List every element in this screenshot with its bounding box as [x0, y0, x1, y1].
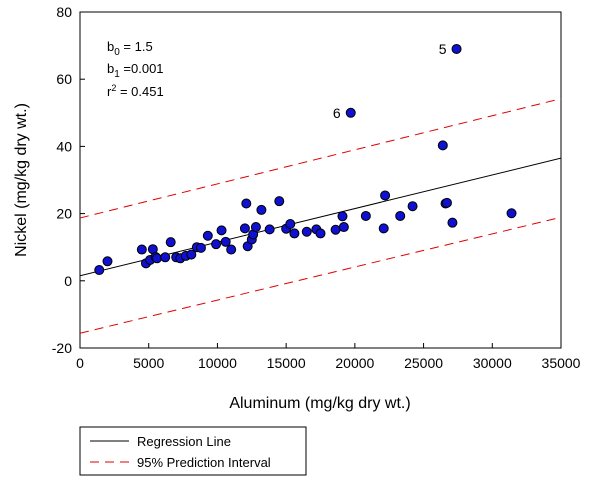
- data-point: [256, 204, 267, 215]
- y-tick-label: 40: [56, 138, 72, 154]
- data-point: [345, 107, 356, 118]
- data-point: [395, 210, 406, 221]
- data-point: [239, 223, 250, 234]
- data-point: [274, 196, 285, 207]
- stat-r2: r2 = 0.451: [107, 83, 164, 99]
- data-point: [338, 222, 349, 233]
- x-tick-label: 5000: [133, 355, 164, 371]
- regression-stats: b0 = 1.5 b1 =0.001 r2 = 0.451: [107, 39, 164, 99]
- plot-frame: [79, 11, 562, 349]
- data-point: [337, 211, 348, 222]
- point-label: 6: [333, 105, 341, 121]
- stat-b0: b0 = 1.5: [107, 39, 153, 58]
- data-point: [211, 239, 222, 250]
- data-point: [160, 252, 171, 263]
- data-point: [407, 201, 418, 212]
- data-point: [301, 226, 312, 237]
- legend-box: [79, 426, 307, 476]
- x-tick-label: 10000: [198, 355, 237, 371]
- y-tick-label: 60: [56, 71, 72, 87]
- data-point: [220, 236, 231, 247]
- x-tick-label: 30000: [473, 355, 512, 371]
- x-tick-label: 35000: [542, 355, 581, 371]
- prediction-interval-line: [80, 216, 561, 334]
- data-point: [378, 223, 389, 234]
- legend: Regression Line 95% Prediction Interval: [79, 426, 307, 476]
- data-point: [216, 225, 227, 236]
- data-point: [195, 242, 206, 253]
- data-point: [250, 222, 261, 233]
- data-point: [447, 217, 458, 228]
- data-point: [437, 140, 448, 151]
- data-point: [315, 228, 326, 239]
- x-tick-label: 25000: [404, 355, 443, 371]
- data-point: [226, 244, 237, 255]
- data-point: [136, 244, 147, 255]
- stat-b1: b1 =0.001: [107, 61, 164, 80]
- points-layer: [94, 43, 517, 276]
- x-tick-label: 15000: [267, 355, 306, 371]
- data-point: [451, 43, 462, 54]
- data-point: [360, 210, 371, 221]
- data-point: [94, 265, 105, 276]
- y-tick-label: 80: [56, 4, 72, 20]
- data-point: [380, 190, 391, 201]
- y-tick-label: 0: [64, 273, 72, 289]
- data-point: [202, 230, 213, 241]
- legend-label-prediction: 95% Prediction Interval: [137, 455, 271, 470]
- data-point: [264, 224, 275, 235]
- data-point: [506, 208, 517, 219]
- x-axis-title: Aluminum (mg/kg dry wt.): [229, 395, 410, 412]
- data-point: [441, 197, 452, 208]
- x-tick-label: 20000: [335, 355, 374, 371]
- data-point: [186, 249, 197, 260]
- data-point: [285, 219, 296, 230]
- data-point: [330, 224, 341, 235]
- y-axis: -20 0 20 40 60 80: [52, 4, 85, 356]
- x-tick-label: 0: [76, 355, 84, 371]
- y-axis-title: Nickel (mg/kg dry wt.): [13, 103, 30, 257]
- prediction-interval-line: [80, 98, 561, 219]
- data-point: [241, 198, 252, 209]
- data-point: [151, 253, 162, 264]
- data-point: [165, 237, 176, 248]
- data-point: [102, 256, 113, 267]
- legend-label-regression: Regression Line: [137, 434, 231, 449]
- point-label: 5: [439, 41, 447, 57]
- x-axis: 0 5000 10000 15000 20000 25000 30000 35000: [76, 343, 581, 371]
- data-point: [289, 228, 300, 239]
- y-tick-label: 20: [56, 206, 72, 222]
- y-tick-label: -20: [52, 340, 72, 356]
- point-annotations: 65: [333, 41, 447, 121]
